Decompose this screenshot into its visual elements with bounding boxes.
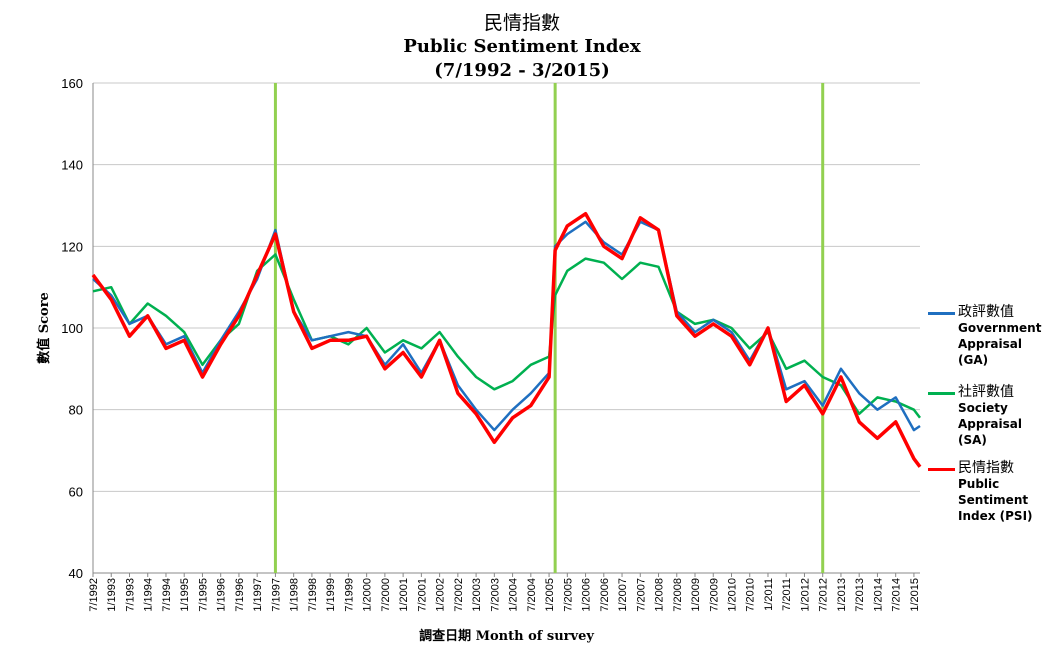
x-tick-label-24: 7/2004 (526, 578, 538, 612)
x-tick-label-39: 1/2012 (799, 578, 811, 612)
x-tick-label-32: 7/2008 (672, 578, 684, 612)
legend-label-psi: 民情指數 (958, 460, 1014, 476)
x-tick-label-7: 1/1996 (216, 578, 228, 612)
y-tick-label-6: 160 (61, 76, 83, 91)
y-tick-label-5: 140 (61, 158, 83, 173)
x-tick-label-26: 7/2005 (562, 578, 574, 612)
x-tick-label-31: 1/2008 (654, 578, 666, 612)
y-tick-label-0: 40 (69, 566, 83, 581)
x-tick-label-15: 1/2000 (362, 578, 374, 612)
chart-subtitle: Public Sentiment Index (403, 36, 641, 57)
x-tick-label-18: 7/2001 (416, 578, 428, 612)
x-tick-label-6: 7/1995 (197, 578, 209, 612)
x-tick-label-3: 1/1994 (143, 578, 155, 612)
x-tick-label-5: 1/1995 (179, 578, 191, 612)
legend-swatch-ga (928, 312, 955, 315)
x-tick-label-12: 7/1998 (307, 578, 319, 612)
x-tick-label-1: 1/1993 (106, 578, 118, 612)
x-tick-label-11: 1/1998 (289, 578, 301, 612)
x-tick-label-41: 1/2013 (836, 578, 848, 612)
x-tick-label-23: 1/2004 (508, 578, 520, 612)
x-tick-label-37: 1/2011 (763, 578, 775, 611)
y-tick-label-2: 80 (69, 403, 83, 418)
legend-swatch-psi (928, 468, 955, 471)
series-line-psi (91, 211, 922, 468)
y-axis-title: 數值 Score (36, 292, 52, 364)
x-tick-label-8: 7/1996 (234, 578, 246, 612)
x-tick-label-2: 7/1993 (124, 578, 136, 612)
x-tick-label-10: 7/1997 (270, 578, 282, 612)
x-axis-title: 調查日期 Month of survey (419, 628, 594, 644)
x-tick-label-25: 1/2005 (544, 578, 556, 612)
legend-label-sa: 社評數值 (958, 384, 1014, 400)
x-tick-label-36: 7/2010 (745, 578, 757, 612)
x-tick-label-9: 1/1997 (252, 578, 264, 612)
x-tick-label-45: 1/2015 (909, 578, 921, 612)
series-line-sa (92, 253, 921, 419)
series-line-ga (92, 220, 921, 432)
legend-label-ga: 政評數值 (958, 304, 1014, 320)
legend-label-ga-en: Government Appraisal (GA) (958, 321, 1042, 367)
x-tick-label-20: 7/2002 (453, 578, 465, 612)
legend-label-psi-en: Public Sentiment Index (PSI) (958, 477, 1033, 523)
x-tick-label-17: 1/2001 (398, 578, 410, 612)
chart-date-range: (7/1992 - 3/2015) (434, 60, 610, 81)
x-tick-label-21: 1/2003 (471, 578, 483, 612)
x-tick-label-14: 7/1999 (343, 578, 355, 612)
x-tick-label-33: 1/2009 (690, 578, 702, 612)
x-tick-label-34: 7/2009 (708, 578, 720, 612)
x-tick-label-43: 1/2014 (872, 578, 884, 612)
chart-title: 民情指數 (483, 12, 560, 34)
x-tick-label-13: 1/1999 (325, 578, 337, 612)
x-tick-label-4: 7/1994 (161, 578, 173, 612)
legend-swatch-sa (928, 392, 955, 395)
x-tick-label-30: 7/2007 (635, 578, 647, 612)
y-tick-label-1: 60 (69, 484, 83, 499)
x-tick-label-22: 7/2003 (489, 578, 501, 612)
x-tick-label-28: 7/2006 (599, 578, 611, 612)
x-tick-label-35: 1/2010 (726, 578, 738, 612)
y-tick-label-4: 120 (61, 239, 83, 254)
x-tick-label-40: 7/2012 (818, 578, 830, 612)
x-tick-label-27: 1/2006 (581, 578, 593, 612)
x-tick-label-29: 1/2007 (617, 578, 629, 612)
x-tick-label-16: 7/2000 (380, 578, 392, 612)
legend-label-sa-en: Society Appraisal (SA) (958, 401, 1022, 447)
y-tick-label-3: 100 (61, 321, 83, 336)
x-tick-label-44: 7/2014 (891, 578, 903, 612)
x-tick-label-38: 7/2011 (781, 578, 793, 611)
x-tick-label-19: 1/2002 (435, 578, 447, 612)
x-tick-label-42: 7/2013 (854, 578, 866, 612)
x-tick-label-0: 7/1992 (88, 578, 100, 612)
